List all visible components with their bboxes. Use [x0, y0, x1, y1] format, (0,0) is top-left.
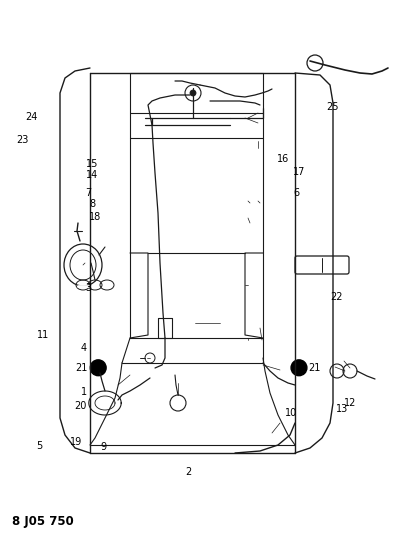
Text: 8 J05 750: 8 J05 750 [12, 515, 74, 528]
Text: 13: 13 [336, 405, 348, 414]
Circle shape [190, 90, 196, 96]
Circle shape [291, 360, 307, 376]
Text: 14: 14 [86, 170, 98, 180]
Text: 1: 1 [81, 387, 87, 397]
Text: 19: 19 [70, 437, 82, 447]
Text: 12: 12 [344, 398, 356, 408]
Text: 8: 8 [89, 199, 95, 208]
Text: 20: 20 [75, 401, 87, 411]
Text: 21: 21 [76, 363, 88, 373]
Text: 4: 4 [81, 343, 87, 352]
Circle shape [90, 360, 106, 376]
Text: 10: 10 [285, 408, 297, 418]
Text: 24: 24 [25, 112, 38, 122]
Text: 18: 18 [89, 213, 101, 222]
Text: 9: 9 [100, 442, 106, 451]
Text: 15: 15 [86, 159, 98, 169]
Text: 17: 17 [293, 167, 305, 176]
Text: 2: 2 [185, 467, 191, 477]
Text: 16: 16 [277, 154, 289, 164]
Text: 21: 21 [308, 363, 320, 373]
Text: 22: 22 [331, 292, 343, 302]
Text: 6: 6 [293, 188, 299, 198]
Text: 7: 7 [85, 188, 91, 198]
Text: 3: 3 [85, 283, 91, 293]
Text: 11: 11 [38, 330, 50, 341]
Text: 25: 25 [326, 102, 339, 112]
Text: 23: 23 [16, 135, 29, 144]
Text: 5: 5 [36, 441, 43, 451]
